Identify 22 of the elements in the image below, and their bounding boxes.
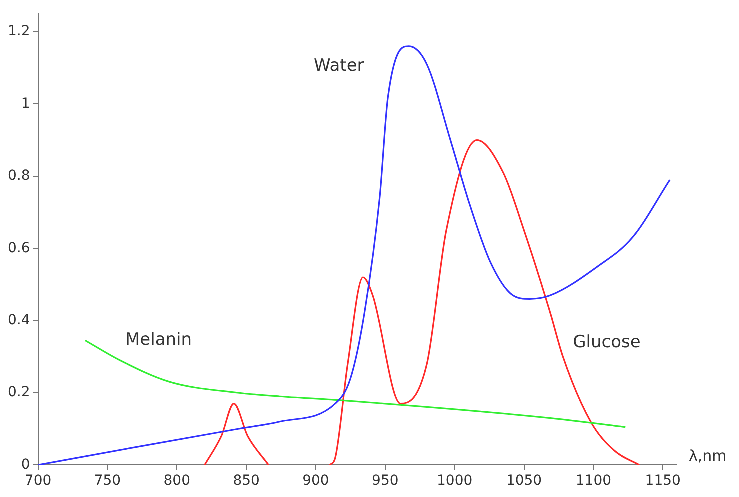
x-tick-label: 700 xyxy=(24,473,52,490)
x-tick-label: 1100 xyxy=(576,473,612,490)
y-tick-label: 0.2 xyxy=(8,384,30,401)
x-axis-title: λ,nm xyxy=(689,447,727,466)
y-tick-label: 0 xyxy=(21,456,30,473)
series-label: Melanin xyxy=(125,330,192,350)
y-tick-label: 0.8 xyxy=(8,168,30,184)
series-label: Glucose xyxy=(573,332,641,352)
x-tick-label: 900 xyxy=(302,473,330,490)
y-tick-label: 0.4 xyxy=(8,312,30,328)
x-tick-label: 950 xyxy=(372,473,399,490)
x-tick-label: 800 xyxy=(164,473,190,490)
x-tick-label: 1000 xyxy=(437,473,473,490)
y-tick-label: 1 xyxy=(21,96,30,112)
line-series xyxy=(38,46,671,466)
x-tick-label: 750 xyxy=(94,473,122,490)
x-tick-label: 1150 xyxy=(645,473,681,490)
series-label: Water xyxy=(314,56,364,76)
x-tick-label: 1050 xyxy=(506,473,542,490)
y-tick-label: 0.6 xyxy=(8,240,30,256)
x-tick-label: 850 xyxy=(233,473,260,490)
y-tick-label: 1.2 xyxy=(8,24,30,40)
